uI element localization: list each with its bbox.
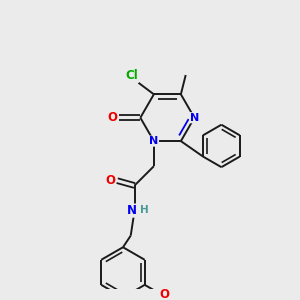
Text: O: O	[159, 288, 169, 300]
Text: H: H	[140, 205, 148, 214]
Text: N: N	[190, 113, 199, 123]
Text: O: O	[105, 174, 116, 187]
Text: N: N	[127, 204, 137, 217]
Text: O: O	[107, 111, 117, 124]
Text: N: N	[149, 136, 158, 146]
Text: Cl: Cl	[125, 70, 138, 83]
